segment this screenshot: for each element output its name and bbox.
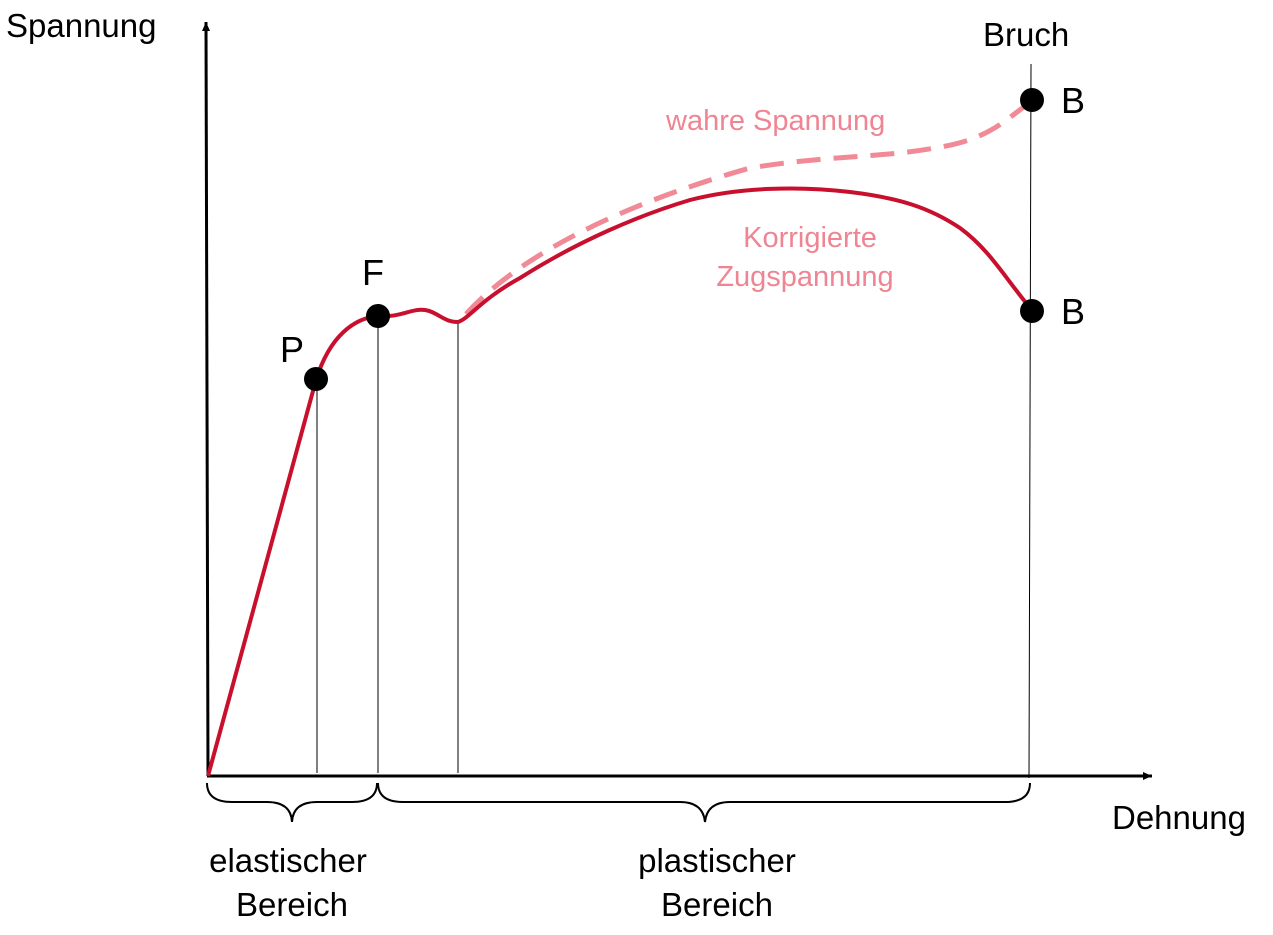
elastic-region-label-line2: Bereich — [236, 886, 348, 923]
point-b-eng-label: B — [1061, 291, 1085, 332]
fracture-label: Bruch — [983, 16, 1069, 53]
guide-line-fracture — [1028, 63, 1032, 779]
elastic-region-label-line1: elastischer — [209, 842, 367, 879]
true-stress-curve — [464, 100, 1032, 316]
point-p-marker — [304, 367, 328, 391]
plastic-region-label-line2: Bereich — [661, 886, 773, 923]
corrected-stress-label-line1: Korrigierte — [743, 222, 877, 254]
point-b-eng-marker — [1020, 299, 1044, 323]
true-stress-label: wahre Spannung — [665, 105, 885, 137]
elastic-brace — [206, 782, 378, 823]
point-p-label: P — [280, 329, 304, 370]
y-axis — [202, 21, 211, 777]
y-axis-label: Spannung — [6, 7, 156, 44]
point-b-true-label: B — [1061, 80, 1085, 121]
point-f-label: F — [362, 252, 384, 293]
corrected-stress-label-line2: Zugspannung — [716, 261, 893, 293]
point-b-true-marker — [1020, 88, 1044, 112]
corrected-stress-curve — [206, 186, 1033, 777]
point-f-marker — [366, 304, 390, 328]
x-axis-label: Dehnung — [1112, 799, 1246, 836]
plastic-brace — [377, 782, 1031, 823]
plastic-region-label-line1: plastischer — [638, 842, 796, 879]
